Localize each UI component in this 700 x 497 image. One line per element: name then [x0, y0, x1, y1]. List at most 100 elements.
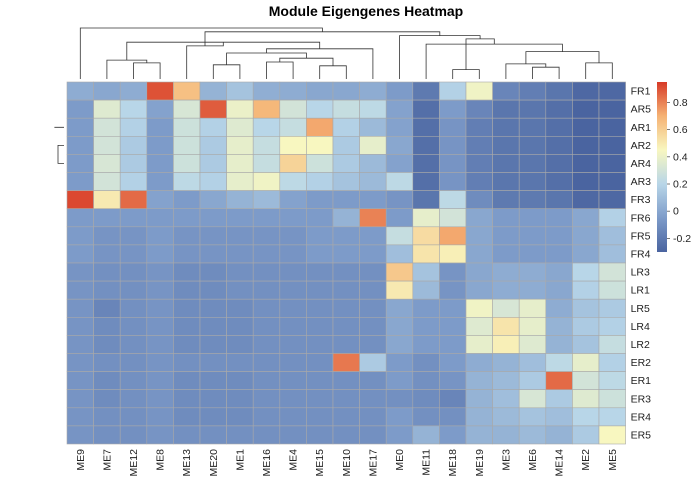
heatmap-cell [465, 244, 493, 264]
heatmap-cell [359, 371, 387, 391]
heatmap-cell [439, 298, 467, 318]
heatmap-cell [252, 353, 281, 372]
heatmap-cell [306, 136, 334, 155]
heatmap-cell [492, 81, 520, 101]
heatmap-cell [119, 262, 148, 282]
heatmap-cell [465, 353, 493, 372]
heatmap-cell [385, 425, 414, 445]
row-label: AR2 [631, 140, 652, 152]
heatmap-cell [119, 99, 148, 119]
heatmap-cell [465, 389, 493, 409]
heatmap-cell [146, 117, 174, 137]
heatmap-cell [279, 298, 307, 318]
colorbar-tick-label: 0.4 [673, 151, 688, 163]
heatmap-cell [359, 226, 387, 246]
heatmap-cell [465, 117, 493, 137]
heatmap-cell [119, 316, 148, 336]
heatmap-cell [439, 136, 467, 155]
heatmap-cell [412, 208, 440, 228]
heatmap-cell [545, 371, 573, 391]
heatmap-cell [226, 81, 254, 101]
heatmap-cell [93, 172, 121, 191]
heatmap-cell [359, 81, 387, 101]
heatmap-cell [545, 407, 573, 427]
heatmap-cell [598, 81, 626, 101]
heatmap-cell [199, 280, 227, 300]
heatmap-cell [465, 172, 493, 191]
heatmap-cell [173, 81, 201, 101]
column-dendrogram [79, 27, 613, 79]
heatmap-cell [385, 389, 414, 409]
heatmap-cell [199, 316, 227, 336]
column-label: ME1 [234, 449, 246, 471]
heatmap-cell [359, 136, 387, 155]
heatmap-cell [332, 226, 360, 246]
heatmap-cell [279, 389, 307, 409]
heatmap-cell [119, 280, 148, 300]
heatmap-cell [146, 298, 174, 318]
heatmap-cell [252, 425, 281, 445]
heatmap-cell [545, 389, 573, 409]
heatmap-cell [119, 172, 148, 191]
heatmap-cell [226, 280, 254, 300]
heatmap-cell [173, 99, 201, 119]
heatmap-cell [385, 407, 414, 427]
heatmap-cell [492, 190, 520, 210]
heatmap-cell [359, 298, 387, 318]
heatmap-cell [598, 353, 626, 372]
heatmap-cell [385, 172, 414, 191]
heatmap-cell [439, 407, 467, 427]
heatmap-cell [306, 208, 334, 228]
heatmap-cell [66, 425, 94, 445]
heatmap-cell [518, 172, 547, 191]
heatmap-cell [93, 407, 121, 427]
heatmap-cell [598, 154, 626, 173]
heatmap-cell [545, 81, 573, 101]
colorbar: -0.2 0 0.2 0.4 0.6 0.8 [657, 82, 691, 252]
heatmap-cell [252, 190, 281, 210]
heatmap-cell [119, 226, 148, 246]
heatmap-cell [332, 389, 360, 409]
row-label: LR1 [631, 285, 650, 297]
heatmap-cell [146, 425, 174, 445]
heatmap-cell [492, 280, 520, 300]
heatmap-cell [173, 208, 201, 228]
heatmap-cell [146, 154, 174, 173]
row-label: LR2 [631, 339, 650, 351]
column-label: ME17 [367, 449, 379, 477]
heatmap-cell [226, 226, 254, 246]
heatmap-cell [598, 316, 626, 336]
heatmap-cell [279, 172, 307, 191]
heatmap-cell [492, 136, 520, 155]
heatmap-cell [173, 407, 201, 427]
heatmap-cell [465, 208, 493, 228]
heatmap-cell [412, 425, 440, 445]
heatmap-cell [119, 353, 148, 372]
heatmap-cell [332, 117, 360, 137]
heatmap-cell [306, 425, 334, 445]
heatmap-cell [306, 389, 334, 409]
heatmap-cell [93, 208, 121, 228]
heatmap-cell [332, 208, 360, 228]
heatmap-cell [66, 117, 94, 137]
heatmap-cell [572, 335, 600, 354]
heatmap-cell [359, 425, 387, 445]
heatmap-cell [492, 335, 520, 354]
heatmap-cell [279, 425, 307, 445]
heatmap-cell [226, 262, 254, 282]
row-label: FR6 [631, 212, 651, 224]
heatmap-cell [572, 262, 600, 282]
heatmap-cell [359, 244, 387, 264]
heatmap-cell [252, 335, 281, 354]
heatmap-cell [518, 244, 547, 264]
column-label: ME3 [500, 449, 512, 471]
heatmap-cell [252, 262, 281, 282]
heatmap-cell [66, 335, 94, 354]
row-label: ER4 [631, 411, 652, 423]
heatmap-cell [572, 190, 600, 210]
heatmap-cell [465, 226, 493, 246]
heatmap-cell [119, 371, 148, 391]
heatmap-cell [385, 99, 414, 119]
row-label: FR1 [631, 86, 651, 98]
heatmap-cell [598, 389, 626, 409]
